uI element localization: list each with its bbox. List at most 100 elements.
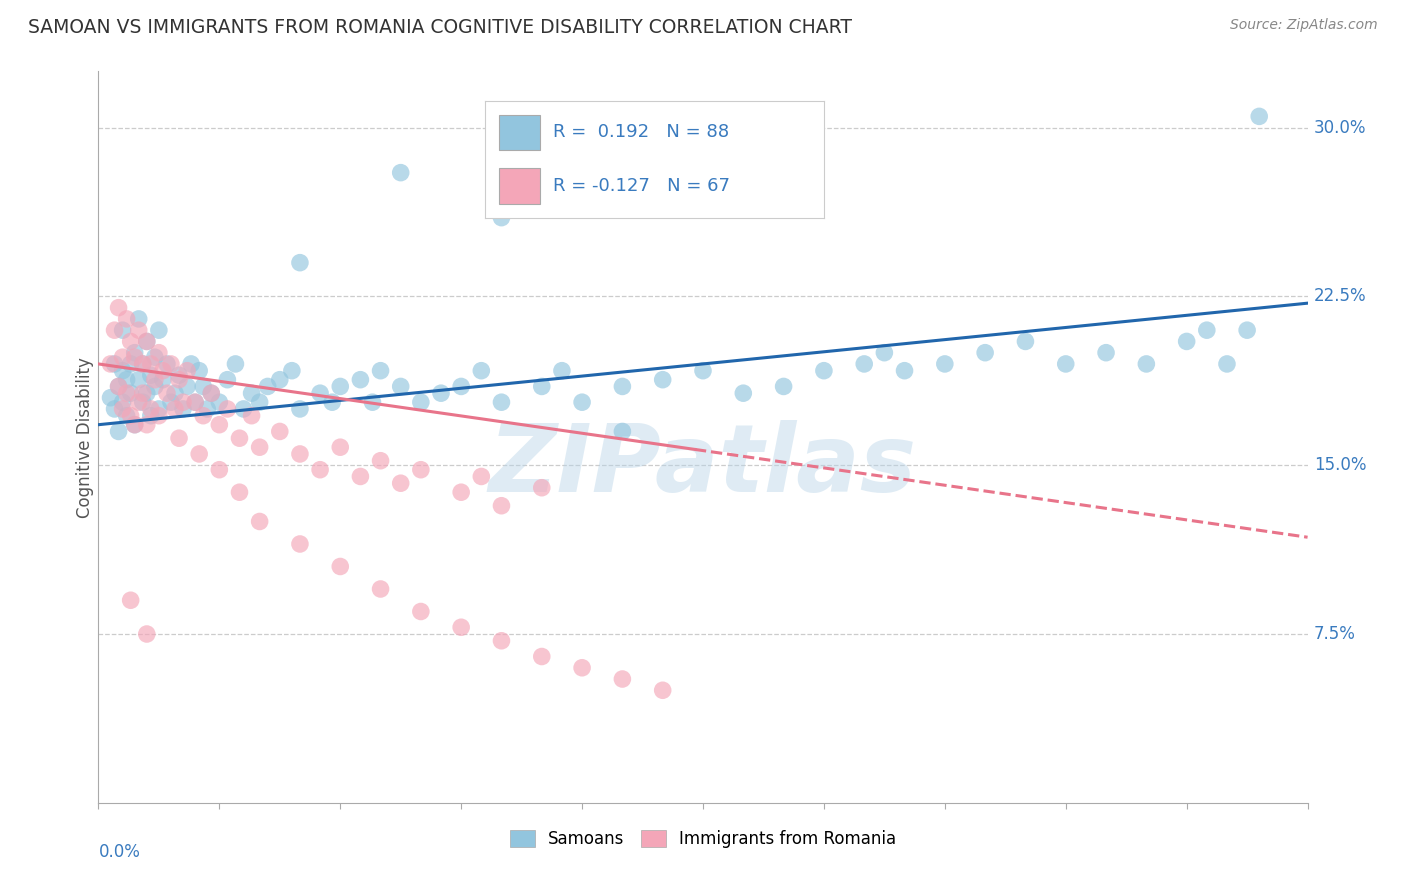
Point [132, 357, 155, 371]
Point [200, 386, 222, 401]
Point [188, 447, 211, 461]
Point [100, 357, 122, 371]
Point [103, 323, 125, 337]
Point [208, 395, 231, 409]
Point [470, 469, 492, 483]
Point [111, 401, 134, 416]
Point [249, 440, 271, 454]
Point [389, 379, 412, 393]
Point [530, 649, 553, 664]
Point [139, 368, 162, 383]
Point [370, 582, 392, 596]
Point [143, 379, 166, 393]
Point [132, 386, 155, 401]
Point [103, 401, 125, 416]
Text: 0.0%: 0.0% [98, 843, 141, 861]
Point [132, 395, 155, 409]
Point [450, 379, 472, 393]
Point [409, 605, 432, 619]
Point [612, 379, 634, 393]
Point [128, 323, 150, 337]
Point [853, 357, 876, 371]
Point [135, 627, 157, 641]
Point [240, 409, 263, 423]
Point [409, 395, 432, 409]
Point [124, 345, 146, 359]
Point [139, 357, 162, 371]
Point [409, 463, 432, 477]
Point [143, 373, 166, 387]
Point [163, 401, 186, 416]
Point [208, 463, 231, 477]
Point [124, 417, 146, 432]
Point [450, 485, 472, 500]
Point [107, 425, 129, 439]
Point [1095, 345, 1118, 359]
Text: 15.0%: 15.0% [1313, 456, 1367, 475]
Point [450, 620, 472, 634]
Point [180, 357, 202, 371]
Point [571, 661, 593, 675]
Point [530, 481, 553, 495]
Point [329, 379, 352, 393]
Point [124, 417, 146, 432]
Point [111, 395, 134, 409]
Point [232, 401, 254, 416]
Point [148, 401, 170, 416]
Point [389, 166, 412, 180]
Text: Source: ZipAtlas.com: Source: ZipAtlas.com [1230, 18, 1378, 32]
Point [288, 255, 311, 269]
Point [172, 401, 194, 416]
Point [1249, 109, 1271, 123]
Point [135, 334, 157, 349]
Point [491, 499, 513, 513]
Point [370, 364, 392, 378]
Text: 30.0%: 30.0% [1313, 119, 1367, 136]
Point [167, 431, 190, 445]
Point [288, 401, 311, 416]
Point [309, 386, 332, 401]
Point [389, 476, 412, 491]
Point [269, 373, 291, 387]
Point [217, 373, 239, 387]
Point [651, 683, 673, 698]
Point [208, 417, 231, 432]
Point [120, 593, 142, 607]
Point [491, 211, 513, 225]
Point [288, 447, 311, 461]
Point [139, 401, 162, 416]
Point [163, 386, 186, 401]
Point [612, 672, 634, 686]
Point [281, 364, 304, 378]
Y-axis label: Cognitive Disability: Cognitive Disability [76, 357, 94, 517]
Point [200, 386, 222, 401]
Point [1014, 334, 1036, 349]
Point [224, 357, 246, 371]
Point [100, 391, 122, 405]
Point [160, 357, 183, 371]
Point [115, 409, 138, 423]
Point [124, 350, 146, 364]
Point [249, 515, 271, 529]
Point [240, 386, 263, 401]
Point [107, 379, 129, 393]
Point [111, 364, 134, 378]
Point [107, 301, 129, 315]
Point [152, 364, 174, 378]
Point [172, 395, 194, 409]
Point [107, 379, 129, 393]
Point [115, 386, 138, 401]
Point [188, 364, 211, 378]
Point [184, 395, 207, 409]
Point [135, 386, 157, 401]
Point [571, 395, 593, 409]
Point [143, 350, 166, 364]
Point [288, 537, 311, 551]
Text: ZIPatlas: ZIPatlas [489, 420, 917, 512]
Point [772, 379, 794, 393]
Point [111, 350, 134, 364]
Point [893, 364, 915, 378]
Point [733, 386, 755, 401]
Point [491, 633, 513, 648]
Point [167, 373, 190, 387]
